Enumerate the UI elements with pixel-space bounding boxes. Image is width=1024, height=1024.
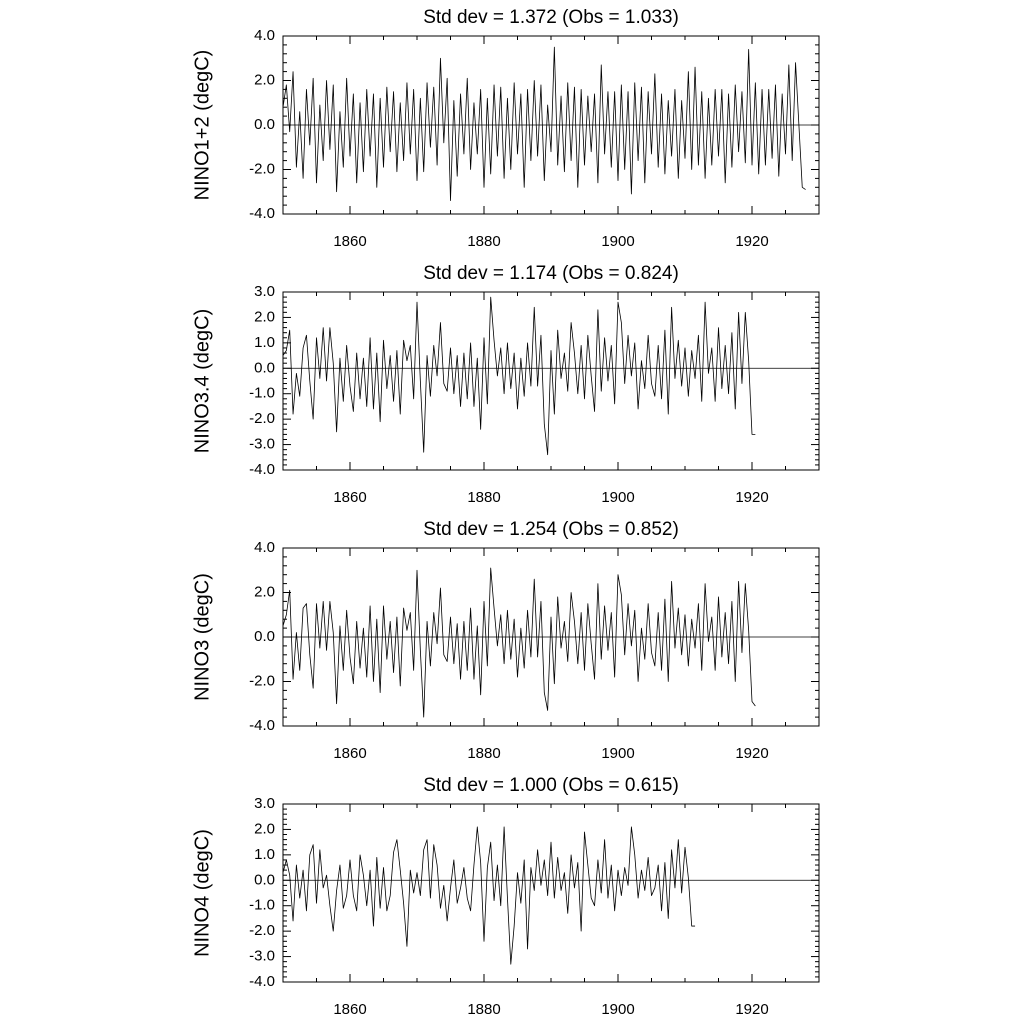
- panel-nino3: Std dev = 1.254 (Obs = 0.852) NINO3 (degC…: [191, 519, 820, 762]
- chart-title: Std dev = 1.254 (Obs = 0.852): [423, 519, 679, 540]
- x-tick-label: 1920: [735, 489, 768, 506]
- y-axis-label: NINO1+2 (degC): [191, 50, 213, 201]
- y-tick-label: 3.0: [254, 795, 275, 812]
- series-line: [282, 567, 756, 718]
- x-tick-label: 1900: [601, 745, 634, 762]
- x-tick-label: 1860: [333, 233, 366, 250]
- y-tick-label: 2.0: [254, 71, 275, 88]
- y-tick-label: -4.0: [249, 973, 275, 990]
- y-axis-label: NINO3.4 (degC): [191, 309, 213, 454]
- plot-frame: [282, 803, 820, 983]
- chart-title: Std dev = 1.000 (Obs = 0.615): [423, 775, 679, 796]
- y-tick-label: -4.0: [249, 461, 275, 478]
- series-line: [282, 46, 806, 202]
- y-tick-label: 2.0: [254, 583, 275, 600]
- y-tick-label: 4.0: [254, 27, 275, 44]
- x-tick-label: 1880: [467, 233, 500, 250]
- x-tick-label: 1880: [467, 745, 500, 762]
- y-tick-label: 2.0: [254, 820, 275, 837]
- y-tick-label: 3.0: [254, 283, 275, 300]
- plot-frame: [282, 35, 820, 215]
- panel-nino4: Std dev = 1.000 (Obs = 0.615) NINO4 (degC…: [191, 775, 820, 1018]
- y-axis-label: NINO4 (degC): [191, 829, 213, 957]
- y-tick-label: 0.0: [254, 628, 275, 645]
- y-tick-label: -4.0: [249, 205, 275, 222]
- y-tick-label: -2.0: [249, 160, 275, 177]
- series-line: [282, 826, 696, 965]
- x-tick-label: 1920: [735, 745, 768, 762]
- chart-title: Std dev = 1.372 (Obs = 1.033): [423, 7, 679, 28]
- plot-frame: [282, 547, 820, 727]
- y-tick-label: 4.0: [254, 539, 275, 556]
- y-tick-label: 1.0: [254, 334, 275, 351]
- x-tick-label: 1900: [601, 489, 634, 506]
- y-tick-label: -1.0: [249, 897, 275, 914]
- x-tick-label: 1900: [601, 1001, 634, 1018]
- x-tick-label: 1880: [467, 489, 500, 506]
- y-tick-label: 0.0: [254, 116, 275, 133]
- y-axis-label: NINO3 (degC): [191, 573, 213, 701]
- chart-title: Std dev = 1.174 (Obs = 0.824): [423, 263, 679, 284]
- y-tick-label: 2.0: [254, 308, 275, 325]
- y-tick-label: -2.0: [249, 672, 275, 689]
- panel-nino12: Std dev = 1.372 (Obs = 1.033) NINO1+2 (de…: [191, 7, 820, 250]
- y-tick-label: -4.0: [249, 717, 275, 734]
- y-tick-label: -3.0: [249, 436, 275, 453]
- series-line: [282, 296, 756, 456]
- plot-frame: [282, 291, 820, 471]
- x-tick-label: 1880: [467, 1001, 500, 1018]
- x-tick-label: 1860: [333, 489, 366, 506]
- x-tick-label: 1860: [333, 1001, 366, 1018]
- y-tick-label: -1.0: [249, 385, 275, 402]
- y-tick-label: -2.0: [249, 410, 275, 427]
- y-tick-label: 0.0: [254, 871, 275, 888]
- x-tick-label: 1900: [601, 233, 634, 250]
- x-tick-label: 1920: [735, 1001, 768, 1018]
- y-tick-label: 1.0: [254, 846, 275, 863]
- y-tick-label: -3.0: [249, 948, 275, 965]
- x-tick-label: 1920: [735, 233, 768, 250]
- y-tick-label: -2.0: [249, 922, 275, 939]
- x-tick-label: 1860: [333, 745, 366, 762]
- panel-nino34: Std dev = 1.174 (Obs = 0.824) NINO3.4 (de…: [191, 263, 820, 506]
- y-tick-label: 0.0: [254, 359, 275, 376]
